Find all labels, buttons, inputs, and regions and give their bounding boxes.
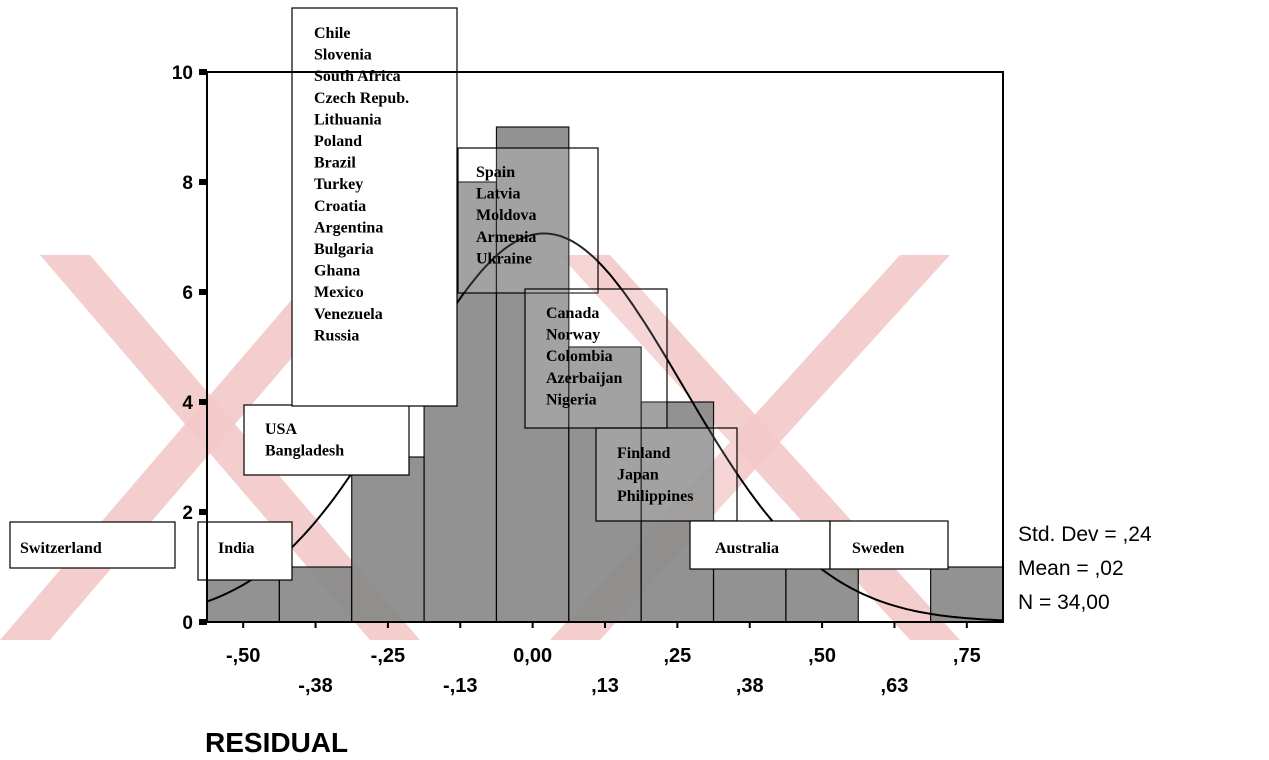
normal-curve (206, 232, 1004, 622)
annotation-label: Azerbaijan (546, 370, 623, 387)
annotation-label: Nigeria (546, 391, 597, 408)
annotation-india: India (197, 521, 293, 581)
annotation-label: India (218, 540, 254, 557)
annotation-finland: Finland Japan Philippines (595, 427, 738, 522)
annotation-label: Bulgaria (314, 241, 374, 258)
y-axis: 0 2 4 6 8 10 (172, 63, 207, 634)
watermark-stroke (40, 255, 420, 640)
y-tick-label: 8 (182, 173, 193, 194)
annotation-label: South Africa (314, 68, 401, 85)
annotation-box (291, 7, 458, 407)
annotation-label: Spain (476, 164, 515, 181)
stats-line: Mean = ,02 (1018, 557, 1124, 580)
annotation-label: Mexico (314, 284, 364, 301)
annotation-box (9, 521, 176, 569)
stats-line: N = 34,00 (1018, 591, 1110, 614)
x-axis: -,50 -,25 0,00 ,25 ,50 ,75 -,38 -,13 ,13 ,38 ,63 (226, 622, 981, 697)
annotation-label: Venezuela (314, 306, 383, 323)
y-tick-mark (199, 179, 207, 185)
annotation-box (829, 520, 949, 570)
annotation-label: Ukraine (476, 250, 532, 267)
annotation-label: Croatia (314, 198, 366, 215)
x-tick-label: -,38 (298, 675, 332, 697)
histogram-bar (568, 346, 642, 623)
x-tick-label: -,13 (443, 675, 477, 697)
y-tick-mark (199, 399, 207, 405)
annotation-box (689, 520, 831, 570)
annotation-label: Switzerland (20, 540, 102, 557)
annotation-label: Armenia (476, 229, 536, 246)
annotation-label: Finland (617, 445, 670, 462)
x-tick-label: ,75 (953, 645, 981, 667)
annotation-box (524, 288, 668, 429)
annotation-label: Australia (715, 540, 779, 557)
annotation-usa: USA Bangladesh (243, 404, 410, 476)
annotation-box (595, 427, 738, 522)
annotation-label: Brazil (314, 155, 356, 172)
x-axis-label: RESIDUAL (205, 727, 348, 758)
y-tick-label: 6 (182, 283, 193, 304)
annotation-label: Colombia (546, 348, 613, 365)
annotation-canada: Canada Norway Colombia Azerbaijan Nigeria (524, 288, 668, 429)
annotation-label: Turkey (314, 176, 363, 193)
x-tick-label: ,38 (736, 675, 764, 697)
annotation-label: Bangladesh (265, 443, 344, 460)
annotation-sweden: Sweden (829, 520, 949, 570)
y-tick-mark (199, 509, 207, 515)
y-tick-mark (199, 69, 207, 75)
x-tick-label: 0,00 (513, 645, 552, 667)
annotation-label: Latvia (476, 186, 520, 203)
x-tick-label: ,25 (663, 645, 691, 667)
annotation-box (197, 521, 293, 581)
x-tick-label: ,63 (881, 675, 909, 697)
annotation-center: Chile Slovenia South Africa Czech Repub. Lit… (291, 7, 458, 407)
annotation-label: Lithuania (314, 111, 382, 128)
y-tick-label: 2 (182, 503, 193, 524)
histogram-bar (495, 126, 570, 623)
normal-curve-line (206, 232, 1004, 622)
y-tick-label: 10 (172, 63, 193, 84)
annotation-spain: Spain Latvia Moldova Armenia Ukraine (457, 147, 599, 294)
country-annotations: Switzerland India USA Bangladesh Chile Sloven… (9, 7, 949, 581)
x-tick-label: -,50 (226, 645, 260, 667)
annotation-australia: Australia (689, 520, 831, 570)
annotation-label: Chile (314, 25, 350, 42)
annotation-label: Canada (546, 305, 599, 322)
annotation-label: Norway (546, 327, 600, 344)
annotation-label: Poland (314, 133, 362, 150)
annotation-switzerland: Switzerland (9, 521, 176, 569)
y-tick-label: 0 (182, 613, 193, 634)
annotation-label: Ghana (314, 263, 360, 280)
annotation-label: Slovenia (314, 47, 372, 64)
y-tick-mark (199, 619, 207, 625)
annotation-label: Argentina (314, 219, 383, 236)
annotation-label: Russia (314, 327, 359, 344)
x-tick-label: ,50 (808, 645, 836, 667)
histogram-bar (930, 566, 1004, 623)
stats-legend: Std. Dev = ,24 Mean = ,02 N = 34,00 (1018, 523, 1152, 614)
annotation-label: Philippines (617, 488, 693, 505)
annotation-box (457, 147, 599, 294)
annotation-label: Sweden (852, 540, 905, 557)
histogram-bar (640, 401, 715, 623)
annotation-label: Japan (617, 467, 659, 484)
stats-line: Std. Dev = ,24 (1018, 523, 1152, 546)
annotation-label: Moldova (476, 207, 536, 224)
histogram-bar (785, 566, 859, 623)
histogram-bar (712, 566, 787, 623)
annotation-label: Czech Repub. (314, 90, 409, 107)
histogram-bar (351, 456, 425, 623)
y-tick-label: 4 (182, 393, 193, 414)
annotation-label: USA (265, 421, 297, 438)
annotation-box (243, 404, 410, 476)
x-tick-label: -,25 (371, 645, 405, 667)
x-tick-label: ,13 (591, 675, 619, 697)
y-tick-mark (199, 289, 207, 295)
